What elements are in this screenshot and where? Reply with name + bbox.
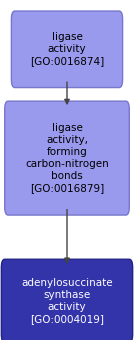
Text: adenylosuccinate
synthase
activity
[GO:0004019]: adenylosuccinate synthase activity [GO:0… (21, 278, 113, 324)
FancyBboxPatch shape (1, 259, 133, 340)
FancyBboxPatch shape (5, 101, 129, 215)
Text: ligase
activity,
forming
carbon-nitrogen
bonds
[GO:0016879]: ligase activity, forming carbon-nitrogen… (25, 123, 109, 193)
FancyBboxPatch shape (11, 11, 123, 88)
Text: ligase
activity
[GO:0016874]: ligase activity [GO:0016874] (30, 32, 104, 66)
